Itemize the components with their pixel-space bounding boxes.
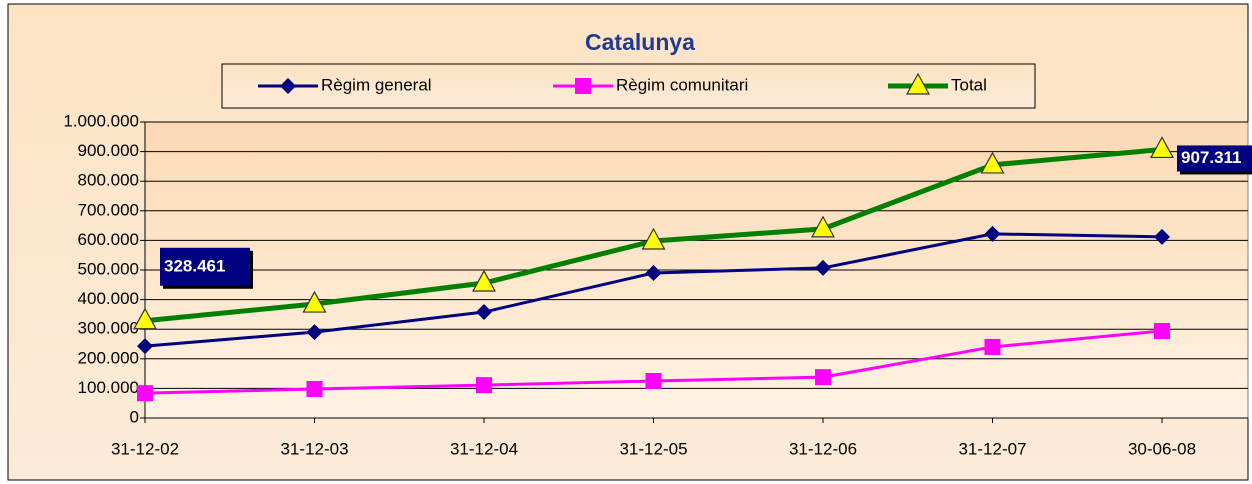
y-tick-label: 600.000 [78,230,139,249]
y-tick-label: 100.000 [78,378,139,397]
x-tick-label: 31-12-04 [450,439,518,458]
marker [137,338,153,355]
marker [306,380,323,397]
y-tick-label: 500.000 [78,259,139,278]
marker [645,264,662,281]
x-tick-label: 31-12-02 [111,439,179,458]
value-label: 907.311 [1181,148,1242,167]
y-tick-label: 400.000 [78,289,139,308]
y-tick-label: 1.000.000 [63,111,139,130]
legend-label: Total [951,75,987,94]
marker [476,377,492,394]
marker [132,307,158,330]
x-tick-label: 31-12-07 [958,439,1026,458]
marker [306,324,323,341]
y-tick-label: 800.000 [78,171,139,190]
marker [810,215,836,238]
marker [815,369,831,386]
x-tick-label: 31-12-03 [280,439,348,458]
legend-label: Règim comunitari [616,75,748,94]
marker [980,151,1005,174]
value-label: 328.461 [164,256,225,275]
value-label-box [160,247,250,286]
marker [984,338,1001,355]
y-tick-label: 300.000 [78,319,139,338]
marker [1154,228,1170,245]
y-tick-label: 900.000 [78,141,139,160]
marker [137,385,153,402]
x-tick-label: 31-12-05 [619,439,687,458]
marker [645,373,662,389]
x-tick-label: 30-06-08 [1128,439,1196,458]
marker [984,225,1001,242]
legend-marker [905,72,931,95]
y-tick-label: 0 [130,407,139,426]
chart-title: Catalunya [585,29,695,55]
marker [471,269,497,292]
value-label-box [1177,145,1252,172]
marker [476,304,492,321]
marker [815,259,831,276]
legend-label: Règim general [321,75,432,94]
marker [1149,136,1175,159]
legend-marker [280,78,296,94]
x-tick-label: 31-12-06 [789,439,857,458]
y-tick-label: 200.000 [78,348,139,367]
y-tick-label: 700.000 [78,200,139,219]
marker [1154,322,1170,339]
legend-marker [575,78,591,94]
marker [302,290,327,313]
marker [641,227,666,250]
